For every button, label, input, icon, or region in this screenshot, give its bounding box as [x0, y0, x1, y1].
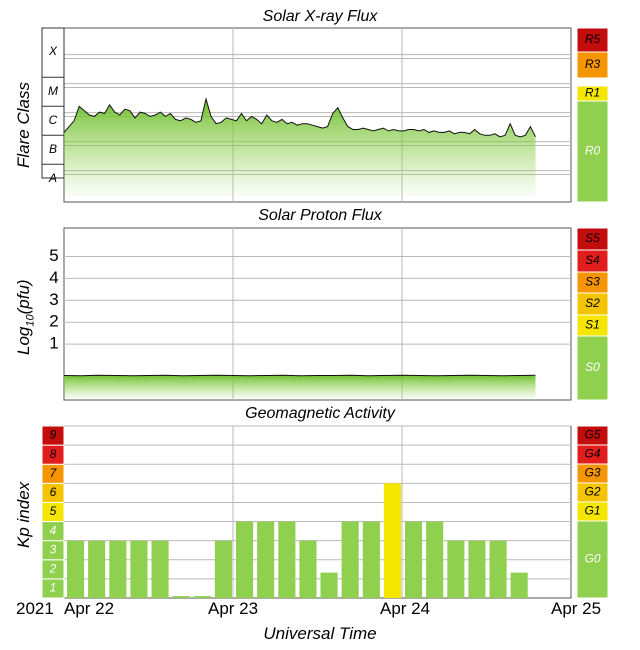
kp-bar-19	[468, 540, 486, 598]
plot-frame-2	[63, 425, 572, 599]
kp-bar-5	[172, 596, 190, 598]
kp-bar-3	[130, 540, 148, 598]
solar-scale-label-S3: S3	[585, 275, 600, 289]
kp-label-4: 4	[50, 523, 57, 537]
kp-label-8: 8	[50, 447, 57, 461]
xray-flux-area	[64, 99, 536, 197]
geomagnetic-scale-label-G4: G4	[584, 447, 600, 461]
proton-chart-title: Solar Proton Flux	[258, 207, 382, 224]
geomagnetic-scale-label-G2: G2	[584, 485, 600, 499]
proton-flux-area	[64, 375, 536, 399]
kp-bar-13	[341, 521, 359, 598]
geomagnetic-chart-title: Geomagnetic Activity	[245, 405, 395, 422]
kp-bar-4	[151, 540, 169, 598]
kp-bar-20	[489, 540, 507, 598]
kp-bar-6	[193, 596, 211, 598]
x-tick-apr22: Apr 22	[64, 599, 115, 618]
kp-bar-0	[67, 540, 85, 598]
flare-class-C: C	[49, 113, 58, 127]
kp-bar-18	[447, 540, 465, 598]
kp-bar-15	[383, 483, 401, 598]
geomagnetic-scale-label-G0: G0	[584, 552, 600, 566]
radio-scale-label-R5: R5	[585, 32, 601, 46]
flare-class-A: A	[48, 171, 57, 185]
kp-bar-9	[257, 521, 275, 598]
flare-class-M: M	[48, 84, 58, 98]
flare-class-B: B	[49, 142, 57, 156]
solar-scale-label-S1: S1	[585, 318, 600, 332]
solar-scale-label-S0: S0	[585, 360, 600, 374]
kp-bar-2	[109, 540, 127, 598]
solar-scale-label-S4: S4	[585, 253, 600, 267]
xray-chart-title: Solar X-ray Flux	[262, 8, 378, 25]
kp-bar-14	[362, 521, 380, 598]
x-tick-year: 2021	[16, 599, 54, 618]
geomagnetic-scale-label-G5: G5	[584, 428, 600, 442]
xray-flux-line	[63, 97, 536, 138]
solar-scale-label-S2: S2	[585, 296, 600, 310]
kp-bar-7	[214, 540, 232, 598]
x-tick-apr24: Apr 24	[380, 599, 431, 618]
solar-scale-label-S5: S5	[585, 231, 600, 245]
kp-bar-12	[320, 572, 338, 598]
solar-scale-S0	[576, 335, 609, 401]
proton-ytick-2: 2	[49, 312, 58, 331]
kp-label-6: 6	[50, 485, 57, 499]
geomagnetic-scale-label-G3: G3	[584, 466, 600, 480]
geomagnetic-scale-label-G1: G1	[584, 504, 600, 518]
radio-scale-R0	[576, 100, 609, 203]
kp-bar-10	[278, 521, 296, 598]
kp-level-9	[41, 425, 65, 446]
radio-scale-gap	[577, 78, 608, 86]
x-tick-apr23: Apr 23	[208, 599, 259, 618]
proton-flux-line	[63, 374, 536, 377]
kp-bar-11	[299, 540, 317, 598]
radio-scale-label-R0: R0	[585, 144, 601, 158]
proton-ytick-3: 3	[49, 290, 58, 309]
kp-label-3: 3	[50, 542, 57, 556]
kp-label-2: 2	[49, 562, 57, 576]
kp-label-1: 1	[50, 581, 57, 595]
kp-bar-21	[510, 572, 528, 598]
flare-class-column	[41, 27, 65, 179]
proton-ytick-4: 4	[49, 268, 58, 287]
x-tick-apr25: Apr 25	[551, 599, 602, 618]
plot-frame-1	[63, 227, 572, 401]
radio-scale-R5	[576, 27, 609, 53]
kp-bar-1	[88, 540, 106, 598]
x-axis-label: Universal Time	[263, 624, 377, 643]
geomagnetic-scale-G0	[576, 520, 609, 599]
radio-scale-label-R3: R3	[585, 57, 601, 71]
proton-ytick-5: 5	[49, 246, 58, 265]
kp-bar-8	[236, 521, 254, 598]
proton-ytick-1: 1	[49, 334, 58, 353]
kp-bar-16	[405, 521, 423, 598]
radio-scale-label-R1: R1	[585, 86, 600, 100]
flare-class-X: X	[48, 44, 58, 58]
kp-label-5: 5	[50, 504, 57, 518]
kp-label-9: 9	[50, 428, 57, 442]
kp-label-7: 7	[50, 466, 58, 480]
kp-bar-17	[426, 521, 444, 598]
